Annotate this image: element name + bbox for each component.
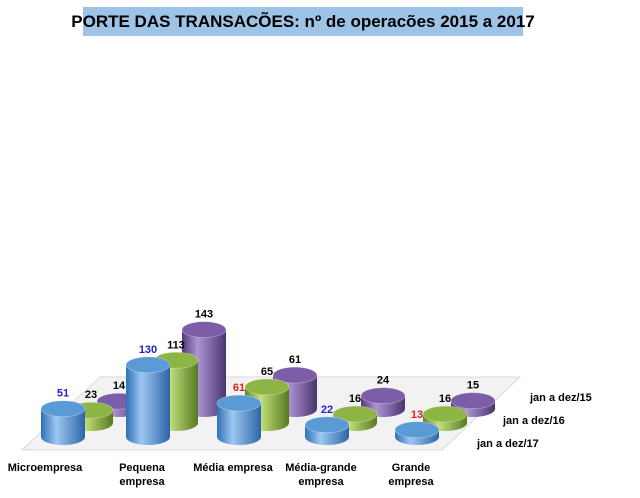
bars (40, 321, 496, 445)
value-label: 23 (85, 389, 97, 401)
bar-jan-a-dez-17-microempresa (40, 400, 86, 445)
category-label-microempresa: Microempresa (8, 462, 83, 474)
value-label: 113 (167, 339, 185, 351)
depth-label-jan-a-dez-16: jan a dez/16 (502, 415, 565, 427)
chart-title: PORTE DAS TRANSACÕES: nº de operacões 20… (71, 11, 535, 31)
chart-title-box: PORTE DAS TRANSACÕES: nº de operacões 20… (71, 7, 535, 36)
bar-jan-a-dez-17-media-grande-empresa (304, 416, 350, 445)
value-label: 14 (113, 380, 126, 392)
category-label-grande-empresa: Grande empresa (388, 462, 434, 488)
category-label-pequena-empresa: Pequena empresa (119, 462, 166, 488)
value-label: 61 (233, 382, 245, 394)
value-label: 13 (411, 409, 423, 421)
bar-jan-a-dez-17-pequena-empresa (125, 356, 171, 445)
category-labels: Microempresa Pequena empresa Média empresa M… (8, 462, 435, 488)
category-label-media-empresa: Média empresa (193, 462, 273, 474)
value-label: 65 (261, 366, 273, 378)
bar-jan-a-dez-17-grande-empresa (394, 421, 440, 445)
value-label: 22 (321, 404, 333, 416)
value-label: 15 (467, 380, 479, 392)
depth-label-jan-a-dez-17: jan a dez/17 (476, 438, 539, 450)
category-label-media-grande-empresa: Média-grande empresa (285, 462, 357, 488)
value-labels: 14 143 61 24 15 23 113 65 16 16 51 130 61 22 13 (57, 309, 479, 421)
series-depth-labels: jan a dez/17 jan a dez/16 jan a dez/15 (476, 392, 592, 450)
value-label: 51 (57, 388, 69, 400)
value-label: 24 (377, 375, 390, 387)
value-label: 16 (439, 393, 451, 405)
bar-jan-a-dez-17-media-empresa (216, 394, 262, 445)
value-label: 16 (349, 393, 361, 405)
value-label: 143 (195, 309, 213, 321)
value-label: 130 (139, 344, 157, 356)
depth-label-jan-a-dez-15: jan a dez/15 (529, 392, 592, 404)
value-label: 61 (289, 354, 301, 366)
